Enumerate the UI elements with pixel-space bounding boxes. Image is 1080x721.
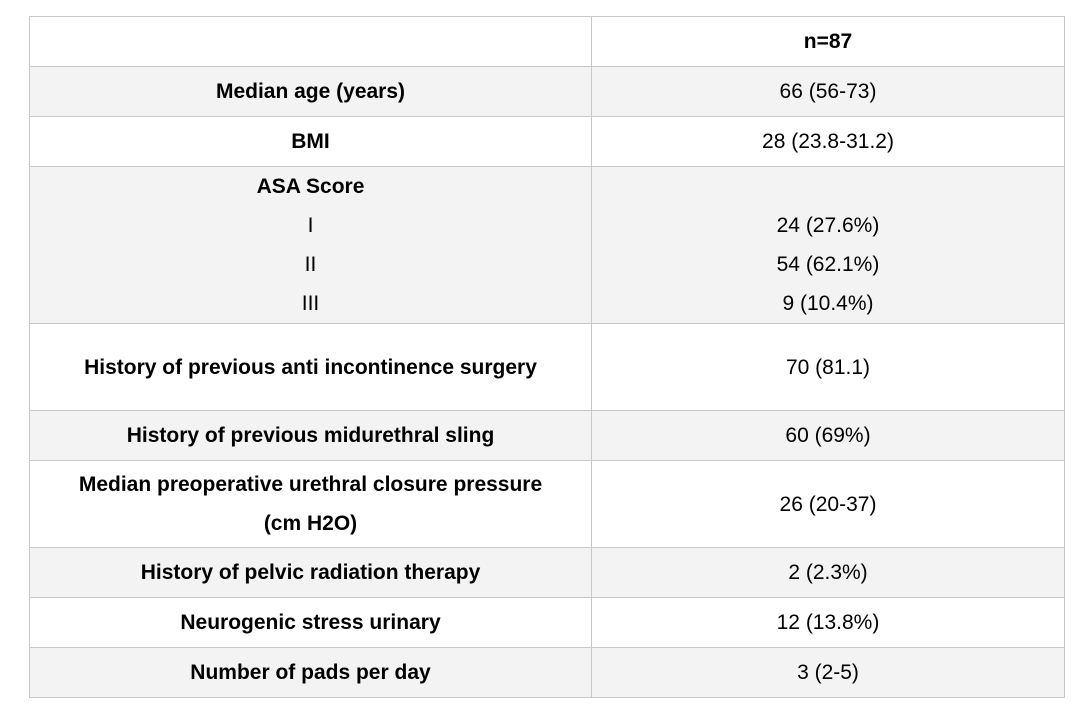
row-value: 3 (2-5) (591, 647, 1065, 698)
asa-class-label: II (304, 253, 317, 276)
asa-class-value: 24 (27.6%) (776, 214, 880, 237)
row-label: History of previous anti incontinence su… (29, 323, 592, 411)
header-cell-empty (29, 16, 592, 67)
row-value: 60 (69%) (591, 410, 1065, 461)
row-label-line: (cm H2O) (263, 512, 358, 535)
table-row: Number of pads per day 3 (2-5) (29, 647, 1065, 698)
table-row: History of previous midurethral sling 60… (29, 410, 1065, 461)
asa-value-cell: 24 (27.6%) 54 (62.1%) 9 (10.4%) (591, 166, 1065, 324)
demographics-table: n=87 Median age (years) 66 (56-73) BMI 2… (29, 16, 1065, 698)
asa-score-label: ASA Score (256, 175, 365, 198)
table-row: History of previous anti incontinence su… (29, 323, 1065, 411)
asa-label-cell: ASA Score I II III (29, 166, 592, 324)
row-value: 26 (20-37) (591, 460, 1065, 548)
table-row: BMI 28 (23.8-31.2) (29, 116, 1065, 167)
row-label: Number of pads per day (29, 647, 592, 698)
row-value: 70 (81.1) (591, 323, 1065, 411)
asa-class-label: I (307, 214, 314, 237)
row-label: History of previous midurethral sling (29, 410, 592, 461)
asa-class-value: 9 (10.4%) (782, 292, 874, 315)
table-row: Median preoperative urethral closure pre… (29, 460, 1065, 548)
row-value: 28 (23.8-31.2) (591, 116, 1065, 167)
row-label: History of pelvic radiation therapy (29, 547, 592, 598)
row-label: BMI (29, 116, 592, 167)
table-row: History of pelvic radiation therapy 2 (2… (29, 547, 1065, 598)
asa-score-row: ASA Score I II III 24 (27.6%) 54 (62.1%)… (29, 166, 1065, 324)
row-label: Neurogenic stress urinary (29, 597, 592, 648)
row-label: Median preoperative urethral closure pre… (29, 460, 592, 548)
asa-class-value: 54 (62.1%) (776, 253, 880, 276)
header-cell-n: n=87 (591, 16, 1065, 67)
table-row: Neurogenic stress urinary 12 (13.8%) (29, 597, 1065, 648)
row-value: 2 (2.3%) (591, 547, 1065, 598)
row-value: 66 (56-73) (591, 66, 1065, 117)
row-value: 12 (13.8%) (591, 597, 1065, 648)
row-label-line: Median preoperative urethral closure pre… (78, 473, 543, 496)
asa-class-label: III (301, 292, 320, 315)
row-label: Median age (years) (29, 66, 592, 117)
table-header-row: n=87 (29, 16, 1065, 67)
table-row: Median age (years) 66 (56-73) (29, 66, 1065, 117)
